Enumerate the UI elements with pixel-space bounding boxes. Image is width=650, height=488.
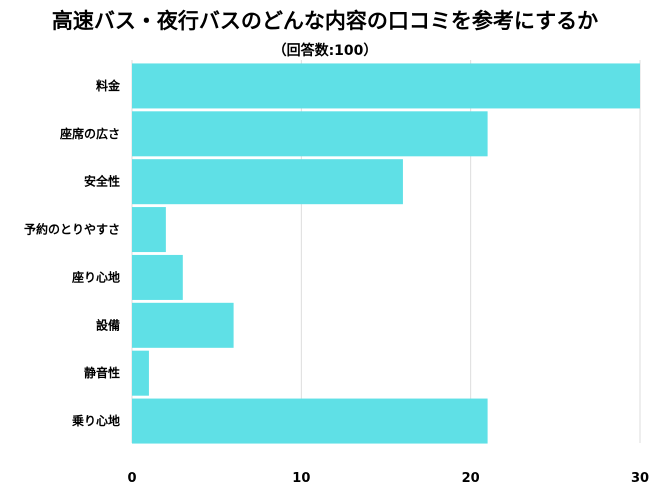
x-tick-label: 0 xyxy=(127,471,136,486)
category-label: 予約のとりやすさ xyxy=(24,222,120,237)
x-tick-label: 20 xyxy=(462,471,480,486)
bar xyxy=(132,302,234,348)
chart-title: 高速バス・夜行バスのどんな内容の口コミを参考にするか xyxy=(52,9,598,33)
bars xyxy=(132,63,640,444)
category-label: 設備 xyxy=(96,317,120,332)
bar xyxy=(132,111,488,157)
chart-subtitle: （回答数:100） xyxy=(273,42,378,59)
category-label: 安全性 xyxy=(84,174,120,189)
category-label: 料金 xyxy=(96,78,121,93)
category-label: 静音性 xyxy=(84,365,120,380)
x-tick-label: 10 xyxy=(292,471,310,486)
category-label: 乗り心地 xyxy=(72,413,120,428)
bar xyxy=(132,207,166,253)
x-axis-ticks: 0 10 20 30 xyxy=(127,471,649,486)
category-label: 座席の広さ xyxy=(59,126,120,141)
bar xyxy=(132,159,403,205)
category-label: 座り心地 xyxy=(71,269,120,284)
bar xyxy=(132,350,149,396)
bar xyxy=(132,398,488,444)
x-tick-label: 30 xyxy=(631,471,649,486)
bar xyxy=(132,63,640,109)
bar xyxy=(132,254,183,300)
